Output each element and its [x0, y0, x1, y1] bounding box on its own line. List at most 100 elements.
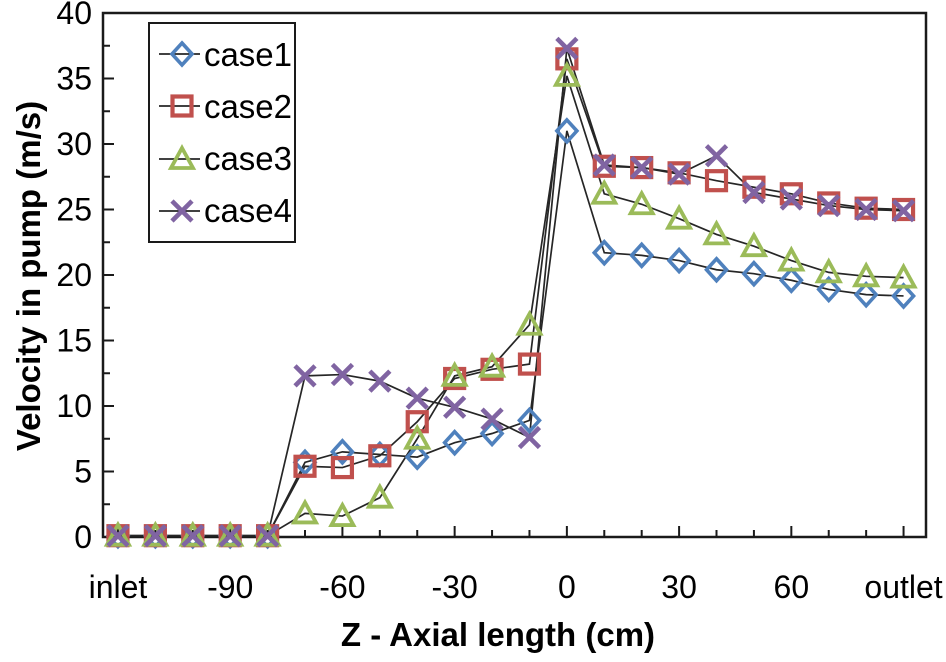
x-marker-case4	[181, 524, 205, 548]
legend-label: case2	[203, 87, 292, 125]
y-tick-label: 40	[56, 0, 92, 31]
x-marker-case4	[667, 162, 691, 186]
diamond-marker-case1	[329, 438, 355, 466]
triangle-marker-case3	[889, 262, 918, 289]
legend-item-case1: case1	[158, 37, 292, 71]
legend-marker-case2	[170, 94, 194, 118]
diamond-marker-case1	[666, 246, 692, 275]
x-tick-label: 60	[774, 569, 810, 605]
diamond-marker-case1	[891, 282, 916, 310]
triangle-marker-case3	[851, 261, 881, 288]
square-marker-case2	[817, 191, 841, 215]
x-tick-label: -90	[207, 569, 253, 605]
y-tick-labels: 0 5 10 15 20 25 30 35 40	[56, 0, 92, 555]
x-marker-case4	[368, 369, 392, 393]
diamond-marker-case1	[741, 260, 767, 288]
y-tick-label: 5	[74, 454, 92, 490]
triangle-marker-case3	[290, 498, 320, 525]
x-marker-case4	[891, 199, 916, 223]
diamond-marker-case1	[704, 256, 729, 284]
triangle-marker-case3	[477, 351, 507, 378]
x-tick-label: 0	[558, 569, 576, 605]
x-tick-label: -30	[432, 569, 478, 605]
legend-item-case3: case3	[158, 142, 292, 176]
legend-item-case4: case4	[158, 194, 292, 228]
diamond-marker-case1	[778, 266, 804, 294]
x-tick-label: outlet	[864, 569, 942, 605]
triangle-marker-case3	[590, 178, 619, 205]
triangle-marker-case3	[777, 245, 806, 272]
legend-marker-case4	[170, 199, 194, 223]
y-tick-label: 15	[56, 323, 92, 359]
x-marker-case4	[443, 395, 467, 419]
triangle-marker-case3	[215, 520, 245, 547]
square-marker-case2	[667, 161, 691, 185]
x-marker-case4	[405, 386, 429, 410]
legend-diamond-icon	[159, 40, 200, 68]
square-marker-case2	[330, 455, 355, 480]
x-marker-case4	[143, 524, 167, 548]
triangle-marker-case3	[739, 231, 769, 258]
legend-marker-case3	[167, 143, 197, 170]
x-tick-labels: inlet -90 -60 -30 0 30 60 outlet	[89, 569, 943, 605]
y-axis-ticks	[103, 12, 114, 538]
legend-x-icon	[159, 199, 200, 223]
square-marker-case2	[630, 155, 654, 180]
triangle-marker-case3	[814, 257, 843, 284]
x-marker-case4	[330, 362, 355, 387]
series-line-case4	[117, 48, 904, 537]
x-marker-case4	[517, 425, 542, 450]
legend-item-case2: case2	[158, 89, 292, 123]
legend-marker-case1	[169, 40, 195, 68]
legend-label: case4	[203, 192, 292, 230]
x-marker-case4	[218, 524, 242, 548]
triangle-marker-case3	[664, 203, 694, 230]
square-marker-case2	[368, 444, 392, 468]
y-tick-label: 35	[56, 61, 92, 97]
x-marker-case4	[106, 524, 130, 548]
diamond-marker-case1	[517, 406, 542, 435]
square-marker-case2	[779, 182, 803, 206]
triangle-marker-case3	[253, 520, 282, 547]
triangle-marker-case3	[552, 60, 582, 87]
x-marker-case4	[704, 144, 729, 168]
square-marker-case2	[704, 169, 729, 193]
square-marker-case2	[517, 352, 542, 376]
y-tick-label: 20	[56, 257, 92, 293]
x-axis-title: Z - Axial length (cm)	[340, 616, 656, 653]
x-marker-case4	[630, 155, 654, 180]
y-tick-label: 0	[74, 519, 92, 555]
x-tick-label: inlet	[89, 569, 148, 605]
triangle-marker-case3	[178, 520, 207, 547]
triangle-marker-case3	[515, 309, 544, 336]
x-marker-case4	[555, 36, 579, 60]
x-tick-label: 30	[661, 569, 697, 605]
triangle-marker-case3	[365, 482, 395, 509]
diamond-marker-case1	[853, 280, 879, 309]
x-marker-case4	[480, 407, 504, 431]
triangle-marker-case3	[702, 219, 731, 246]
x-marker-case4	[255, 524, 280, 548]
square-marker-case2	[293, 454, 317, 478]
triangle-marker-case3	[328, 501, 357, 527]
x-marker-case4	[779, 187, 803, 211]
y-tick-label: 25	[56, 192, 92, 228]
legend-triangle-icon	[159, 143, 200, 170]
legend-square-icon	[159, 94, 200, 118]
legend: case1 case2 case3 case4	[148, 22, 296, 243]
diamond-marker-case1	[442, 429, 468, 457]
triangle-marker-case3	[403, 423, 432, 450]
square-marker-case2	[592, 154, 616, 178]
diamond-marker-case1	[816, 275, 842, 304]
diamond-marker-case1	[479, 419, 505, 448]
x-marker-case4	[293, 364, 317, 388]
series-markers-case4	[106, 36, 916, 548]
y-axis-title: Velocity in pump (m/s)	[10, 100, 47, 452]
x-marker-case4	[592, 153, 616, 177]
triangle-marker-case3	[627, 189, 656, 216]
square-marker-case2	[742, 175, 766, 199]
y-tick-label: 10	[56, 388, 92, 424]
square-marker-case2	[891, 197, 916, 222]
